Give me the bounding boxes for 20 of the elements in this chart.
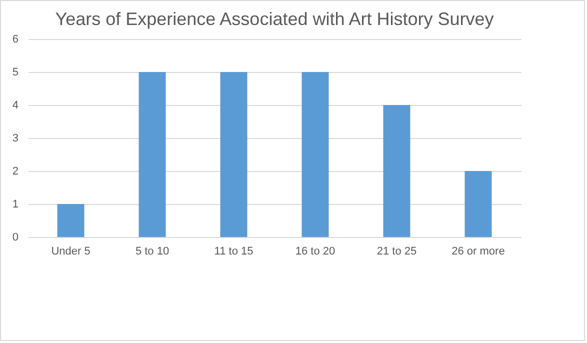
y-tick-label: 5 <box>12 66 18 78</box>
y-tick-label: 1 <box>12 198 18 210</box>
bar <box>138 72 166 237</box>
bar <box>383 105 410 237</box>
y-tick-label: 4 <box>12 100 18 112</box>
bar <box>302 72 329 237</box>
bar <box>464 171 492 237</box>
y-tick-label: 6 <box>12 34 18 46</box>
bar <box>57 204 84 237</box>
y-tick-label: 0 <box>12 232 18 244</box>
chart-title: Years of Experience Associated with Art History Survey <box>55 9 494 29</box>
x-tick-label: 11 to 15 <box>214 246 254 258</box>
x-tick-label: 16 to 20 <box>295 246 336 258</box>
y-tick-label: 3 <box>12 132 18 144</box>
x-tick-label: 5 to 10 <box>135 246 170 258</box>
x-tick-label: Under 5 <box>51 246 90 258</box>
bar <box>220 72 248 237</box>
y-tick-label: 2 <box>12 166 18 178</box>
x-tick-label: 21 to 25 <box>376 246 417 258</box>
x-tick-label: 26 or more <box>452 246 505 258</box>
